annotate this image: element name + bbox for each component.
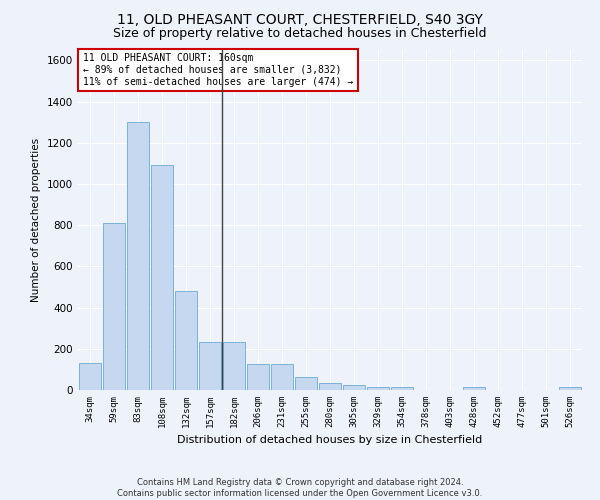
Bar [319, 383, 341, 390]
Text: 11, OLD PHEASANT COURT, CHESTERFIELD, S40 3GY: 11, OLD PHEASANT COURT, CHESTERFIELD, S4… [117, 12, 483, 26]
Text: Contains HM Land Registry data © Crown copyright and database right 2024.
Contai: Contains HM Land Registry data © Crown c… [118, 478, 482, 498]
Y-axis label: Number of detached properties: Number of detached properties [31, 138, 41, 302]
Bar [247, 364, 269, 390]
Bar [199, 342, 221, 390]
X-axis label: Distribution of detached houses by size in Chesterfield: Distribution of detached houses by size … [178, 436, 482, 446]
Bar [343, 385, 365, 390]
Bar [223, 342, 245, 390]
Bar [127, 122, 149, 390]
Bar [391, 387, 413, 390]
Bar [295, 376, 317, 390]
Bar [151, 166, 173, 390]
Bar [175, 291, 197, 390]
Bar [559, 387, 581, 390]
Bar [79, 363, 101, 390]
Bar [271, 364, 293, 390]
Bar [463, 387, 485, 390]
Bar [367, 387, 389, 390]
Bar [103, 223, 125, 390]
Text: 11 OLD PHEASANT COURT: 160sqm
← 89% of detached houses are smaller (3,832)
11% o: 11 OLD PHEASANT COURT: 160sqm ← 89% of d… [83, 54, 353, 86]
Text: Size of property relative to detached houses in Chesterfield: Size of property relative to detached ho… [113, 28, 487, 40]
